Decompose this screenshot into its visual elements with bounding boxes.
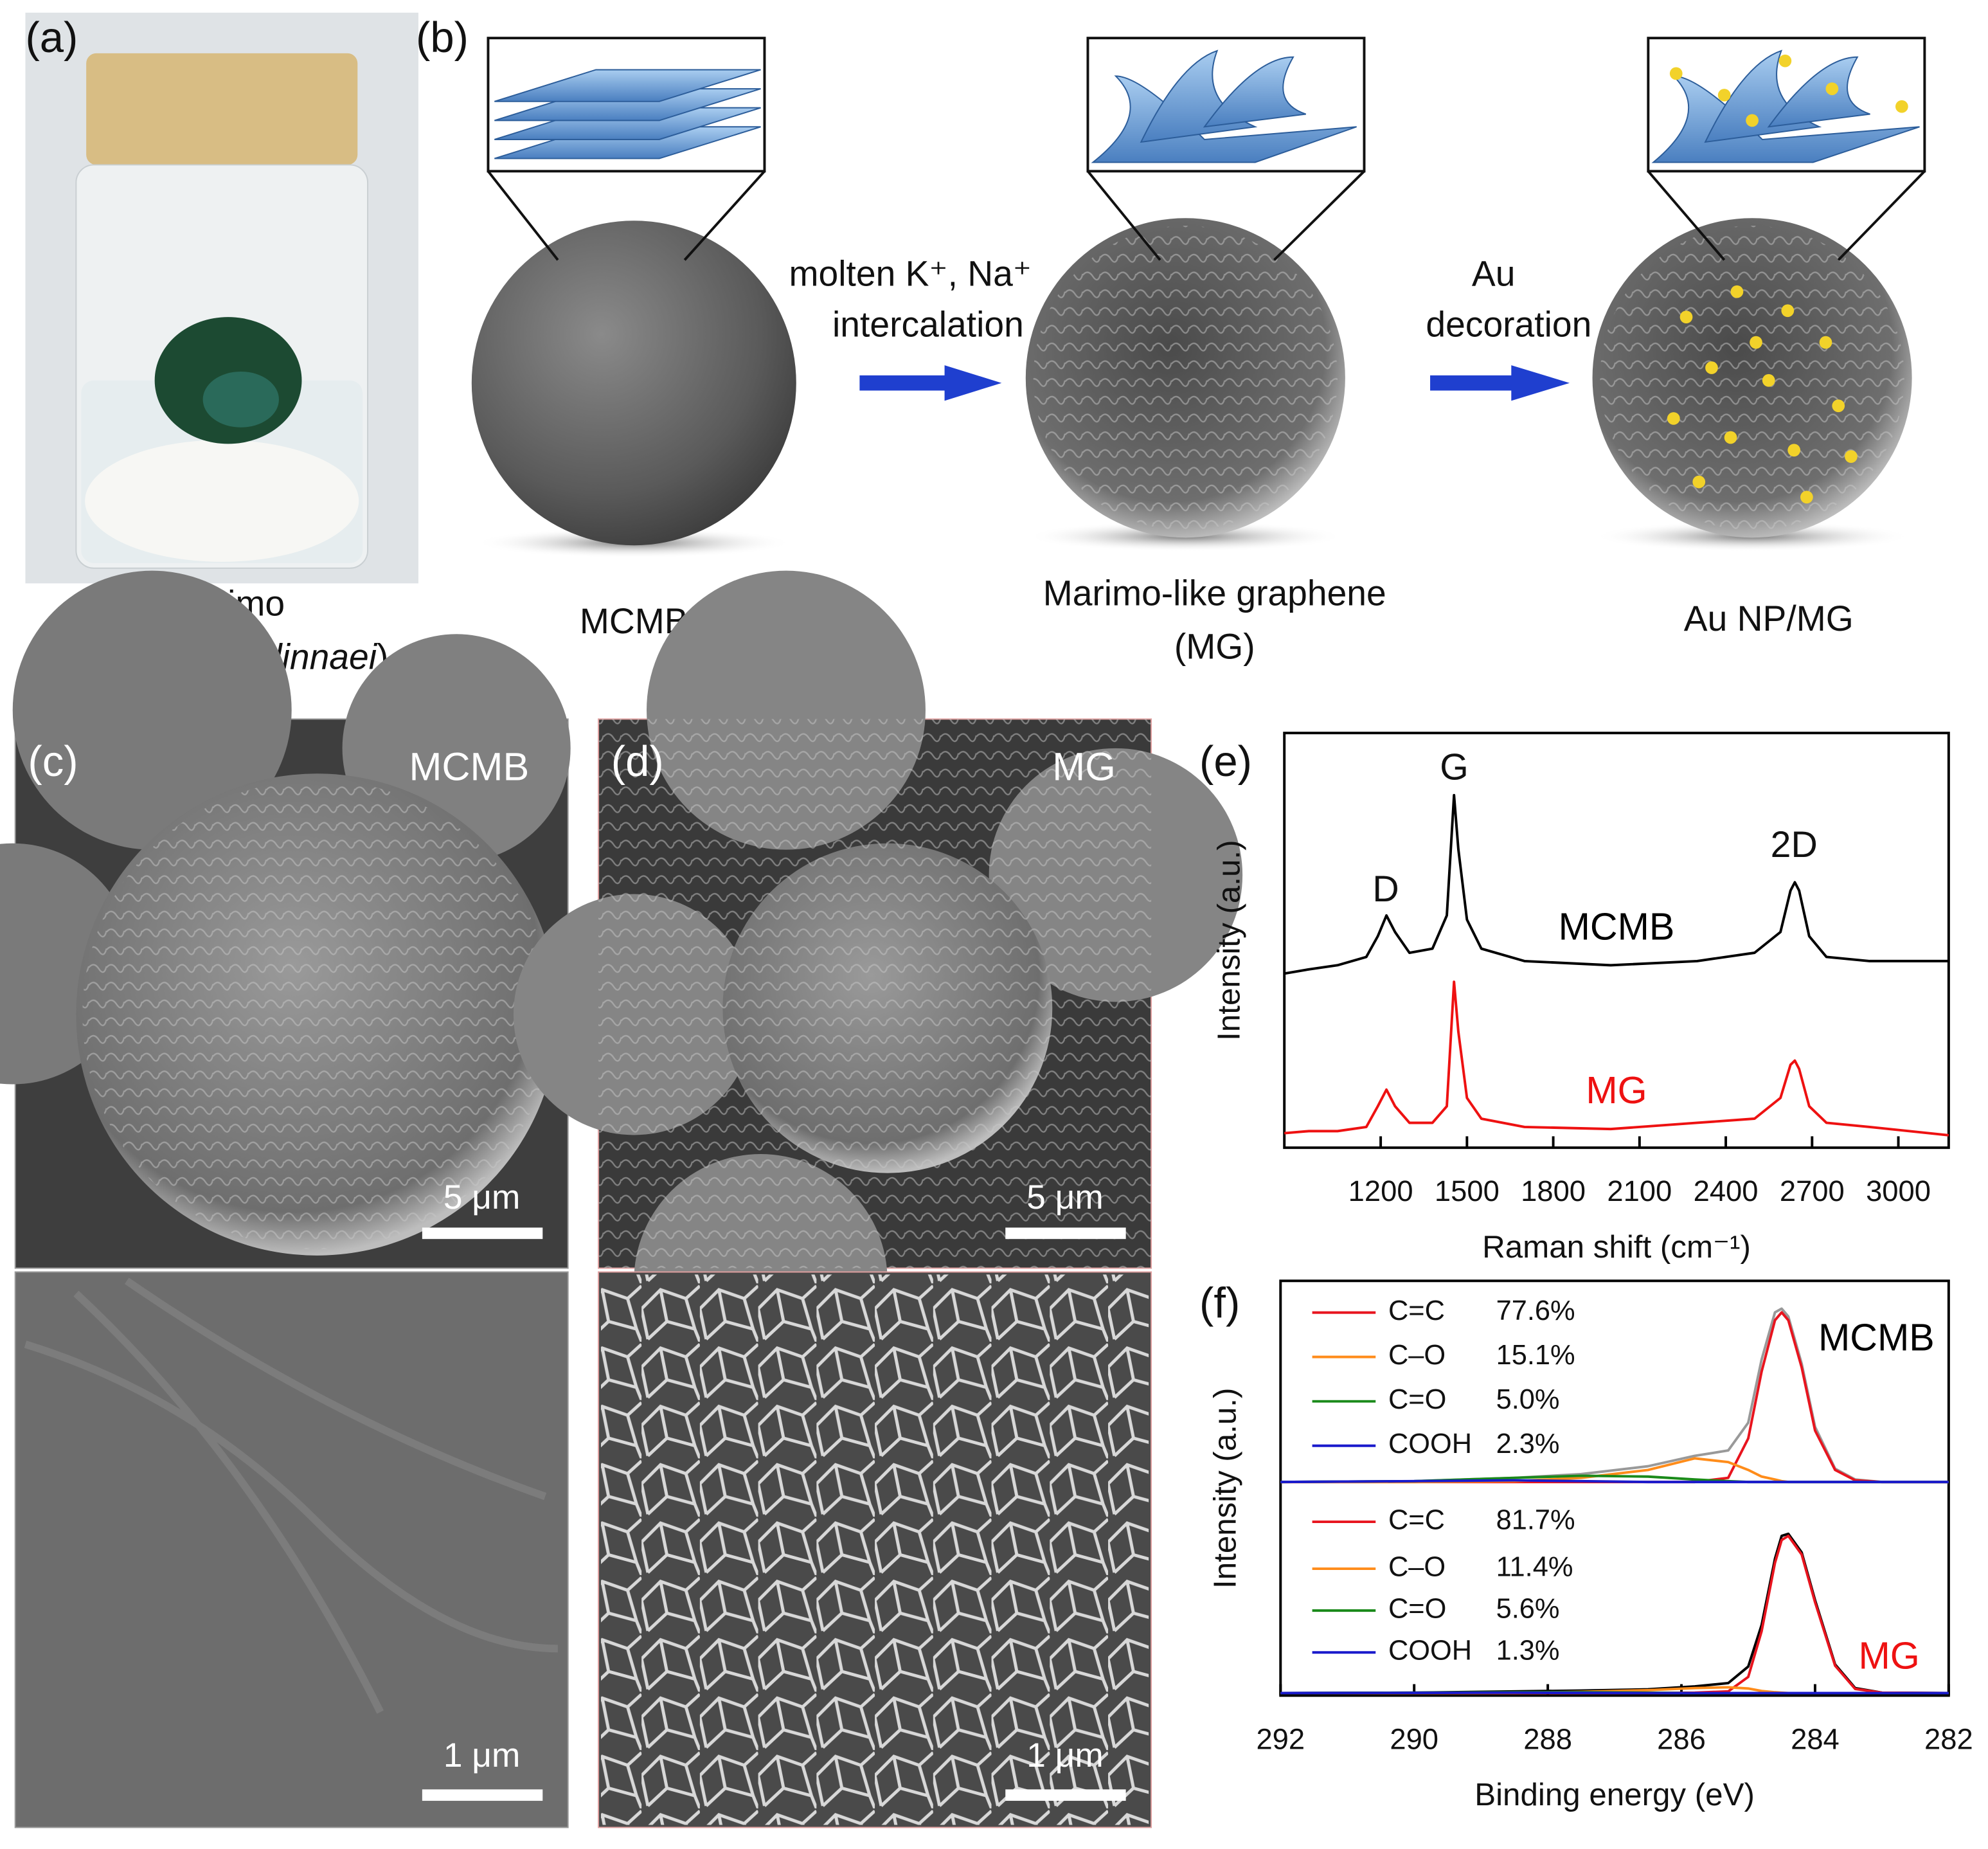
sample-label: MCMB (409, 745, 529, 789)
data-line (1280, 1532, 1949, 1695)
panel-c: (c) MCMB 5 μm 1 μm (0, 570, 571, 1828)
graphene-sheets (494, 50, 1920, 163)
x-tick-label: 1200 (1348, 1175, 1413, 1207)
legend-share: 1.3% (1496, 1636, 1560, 1666)
arrows (859, 365, 1570, 401)
scale-label: 1 μm (1026, 1736, 1103, 1774)
legend-label: C–O (1388, 1340, 1446, 1371)
legend-share: 5.0% (1496, 1384, 1560, 1415)
stage-label: Au NP/MG (1684, 599, 1854, 638)
sem-texture (598, 719, 1152, 1268)
x-tick-label: 292 (1256, 1722, 1305, 1755)
x-tick-label: 2100 (1607, 1175, 1672, 1207)
panel-label: (c) (28, 737, 78, 786)
x-axis-label: Raman shift (cm⁻¹) (1482, 1229, 1751, 1265)
scale-bar (422, 1789, 543, 1801)
sample-label: MG (1052, 745, 1115, 789)
inset-au (1669, 54, 1908, 127)
mcmb-sphere (471, 221, 796, 546)
x-tick-label: 2700 (1780, 1175, 1845, 1207)
peak-label: G (1440, 746, 1468, 788)
step-label: molten K⁺, Na⁺ (789, 254, 1032, 294)
peak-label: D (1372, 869, 1399, 910)
data-line (1280, 1479, 1949, 1484)
sem-surface (24, 1277, 558, 1714)
sem-network (601, 1274, 1149, 1825)
legend-share: 15.1% (1496, 1340, 1575, 1371)
series-label: MG (1586, 1069, 1647, 1112)
plot-frame (1279, 1279, 1950, 1697)
legend-share: 11.4% (1496, 1552, 1573, 1583)
sem-particle (12, 570, 292, 850)
legend-share: 5.6% (1496, 1594, 1560, 1625)
panel-label: (f) (1199, 1279, 1240, 1327)
scale-label: 5 μm (443, 1178, 520, 1216)
jar-lid (86, 53, 358, 165)
scale-label: 5 μm (1026, 1178, 1103, 1216)
scale-bar (1005, 1789, 1126, 1801)
panel-d: (d) MG 5 μm 1 μm (513, 570, 1243, 1828)
y-axis-label: Intensity (a.u.) (1211, 840, 1246, 1040)
panel-label: (d) (611, 737, 664, 786)
au-mg-texture (1600, 226, 1904, 530)
x-axis-label: Binding energy (eV) (1474, 1777, 1755, 1812)
legend-label: COOH (1388, 1429, 1472, 1459)
scale-bar (1005, 1227, 1126, 1240)
y-axis-label: Intensity (a.u.) (1207, 1388, 1242, 1589)
legend-share: 81.7% (1496, 1505, 1575, 1536)
x-tick-label: 282 (1924, 1722, 1973, 1755)
plot-frame (1283, 732, 1950, 1150)
legend-label: C=C (1388, 1505, 1445, 1536)
legend-label: C=O (1388, 1594, 1446, 1625)
marimo-shade (202, 371, 279, 428)
stage-label: (MG) (1174, 627, 1255, 667)
legend-label: C–O (1388, 1552, 1446, 1583)
legend-share: 77.6% (1496, 1295, 1575, 1326)
x-tick-label: 2400 (1694, 1175, 1759, 1207)
stage-label: Marimo-like graphene (1043, 573, 1386, 613)
x-tick-label: 1500 (1435, 1175, 1500, 1207)
step-label: intercalation (832, 305, 1024, 345)
group-label: MG (1858, 1634, 1919, 1677)
x-tick-label: 284 (1791, 1722, 1840, 1755)
charts: 1200 1500 1800 2100 2400 2700 3000 Raman shift … (1207, 732, 1973, 1812)
x-tick-label: 288 (1523, 1722, 1572, 1755)
legend-label: C=O (1388, 1384, 1446, 1415)
scale-label: 1 μm (443, 1736, 520, 1774)
x-tick-label: 290 (1390, 1722, 1438, 1755)
x-tick-label: 1800 (1521, 1175, 1586, 1207)
x-tick-label: 3000 (1866, 1175, 1931, 1207)
pebbles (85, 440, 359, 562)
panel-a: (a) Marimo (Aegagropila linnaei) (25, 12, 418, 676)
legend-label: C=C (1388, 1295, 1445, 1326)
peak-label: 2D (1771, 824, 1818, 865)
data-line (1284, 980, 1949, 1137)
group-label: MCMB (1818, 1316, 1935, 1359)
x-tick-label: 286 (1657, 1722, 1706, 1755)
data-line (1280, 1535, 1949, 1695)
series-label: MCMB (1559, 905, 1675, 948)
panel-label: (b) (416, 14, 469, 62)
data-line (1284, 793, 1949, 975)
panel-label: (e) (1199, 737, 1252, 786)
au-particles (1667, 285, 1858, 504)
sem-texture (82, 780, 552, 1249)
panel-label: (a) (25, 14, 78, 62)
scale-bar (422, 1227, 543, 1240)
step-label: Au (1472, 254, 1516, 294)
legend-label: COOH (1388, 1636, 1472, 1666)
mg-texture (1033, 226, 1338, 530)
legend-share: 2.3% (1496, 1429, 1560, 1459)
panel-b: (b) molten K⁺, Na⁺ intercalation Au deco… (416, 14, 1926, 667)
step-label: decoration (1426, 305, 1591, 345)
